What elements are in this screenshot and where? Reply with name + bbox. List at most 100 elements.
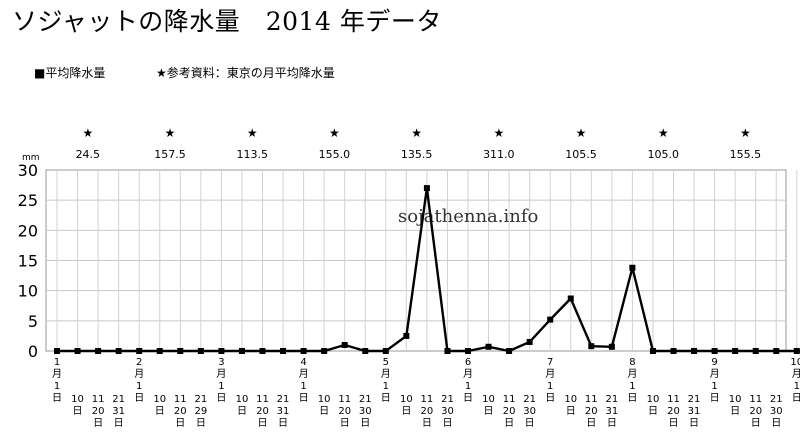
data-point xyxy=(465,348,471,354)
data-point xyxy=(177,348,184,354)
y-tick-label: 5 xyxy=(28,312,38,331)
data-point xyxy=(547,316,554,323)
x-tick-label: 10 日 xyxy=(400,394,413,417)
x-tick-label: 21 30 日 xyxy=(441,394,454,429)
y-tick-label: 10 xyxy=(18,282,38,301)
reference-value-label: 157.5 xyxy=(154,148,186,161)
x-tick-label: 10 日 xyxy=(71,394,84,417)
x-tick-label: 21 30 日 xyxy=(359,394,372,429)
x-tick-label: 10 日 xyxy=(153,394,166,417)
data-point xyxy=(711,348,718,354)
data-point xyxy=(238,348,245,354)
data-point xyxy=(752,348,759,354)
data-point xyxy=(506,348,513,354)
data-point xyxy=(341,341,348,348)
data-point xyxy=(300,348,307,354)
x-tick-label: 10 日 xyxy=(318,394,331,417)
x-tick-label: 11 20 日 xyxy=(667,394,680,429)
data-point xyxy=(444,348,451,354)
data-point xyxy=(649,348,656,354)
reference-value-label: 135.5 xyxy=(401,148,433,161)
data-point xyxy=(691,348,698,354)
watermark: sojathenna.info xyxy=(398,206,538,227)
data-point xyxy=(526,338,533,345)
reference-value-label: 105.5 xyxy=(565,148,597,161)
x-tick-label: 11 20 日 xyxy=(174,394,187,429)
data-point xyxy=(95,348,102,354)
x-tick-label: 11 20 日 xyxy=(749,394,762,429)
x-tick-label: 10 日 xyxy=(647,394,660,417)
data-point xyxy=(423,185,430,192)
reference-star-marker: ★ xyxy=(493,126,504,140)
x-tick-label: 11 20 日 xyxy=(92,394,105,429)
y-axis-label: mm xyxy=(22,153,40,163)
data-point xyxy=(54,348,60,354)
y-tick-label: 15 xyxy=(18,252,38,271)
data-point xyxy=(115,348,122,354)
reference-star-marker: ★ xyxy=(658,126,669,140)
x-tick-label: 11 20 日 xyxy=(256,394,269,429)
data-point xyxy=(793,348,800,354)
x-tick-label: 10 日 xyxy=(729,394,742,417)
x-tick-label: 21 31 日 xyxy=(277,394,290,429)
reference-star-marker: ★ xyxy=(329,126,340,140)
legend-reference: ★参考資料：東京の月平均降水量 xyxy=(156,66,335,80)
x-tick-label: 11 20 日 xyxy=(421,394,434,429)
data-point xyxy=(608,343,615,350)
reference-value-label: 24.5 xyxy=(76,148,101,161)
data-point xyxy=(218,348,225,354)
x-tick-label: 21 31 日 xyxy=(112,394,125,429)
reference-value-label: 105.0 xyxy=(647,148,679,161)
y-tick-label: 0 xyxy=(28,342,38,361)
x-tick-label: 10 日 xyxy=(482,394,495,417)
series-line xyxy=(57,186,800,353)
data-point xyxy=(485,343,492,350)
legend-precipitation: ■平均降水量 xyxy=(34,66,106,80)
data-point xyxy=(74,348,81,354)
x-tick-label: 21 29 日 xyxy=(194,394,207,429)
data-point xyxy=(280,348,287,354)
reference-value-label: 311.0 xyxy=(483,148,515,161)
data-point xyxy=(403,332,410,339)
reference-star-marker: ★ xyxy=(576,126,587,140)
x-tick-label: 21 31 日 xyxy=(605,394,618,429)
reference-star-marker: ★ xyxy=(247,126,258,140)
data-point xyxy=(362,348,369,354)
data-point xyxy=(629,264,636,271)
reference-star-marker: ★ xyxy=(165,126,176,140)
x-tick-label: 11 20 日 xyxy=(585,394,598,429)
data-point xyxy=(382,348,389,354)
data-point xyxy=(321,348,328,354)
x-tick-label: 11 20 日 xyxy=(503,394,516,429)
reference-value-label: 113.5 xyxy=(236,148,268,161)
x-tick-label: 11 20 日 xyxy=(338,394,351,429)
y-tick-label: 30 xyxy=(18,161,38,180)
data-point xyxy=(773,348,780,354)
x-tick-label: 10 月 1 日 xyxy=(790,357,800,404)
data-point xyxy=(156,348,163,354)
x-tick-label: 10 日 xyxy=(564,394,577,417)
reference-star-marker: ★ xyxy=(411,126,422,140)
data-point xyxy=(588,343,595,350)
page-title: ソジャットの降水量 2014 年データ xyxy=(12,7,442,36)
data-point xyxy=(136,348,143,354)
reference-star-marker: ★ xyxy=(82,126,93,140)
data-point xyxy=(732,348,739,354)
x-tick-label: 21 30 日 xyxy=(523,394,536,429)
x-tick-label: 21 30 日 xyxy=(770,394,783,429)
data-point xyxy=(197,348,204,354)
y-tick-label: 25 xyxy=(18,191,38,210)
reference-value-label: 155.0 xyxy=(319,148,351,161)
x-tick-label: 21 31 日 xyxy=(688,394,701,429)
x-tick-label: 10 日 xyxy=(236,394,249,417)
data-point xyxy=(259,348,266,354)
